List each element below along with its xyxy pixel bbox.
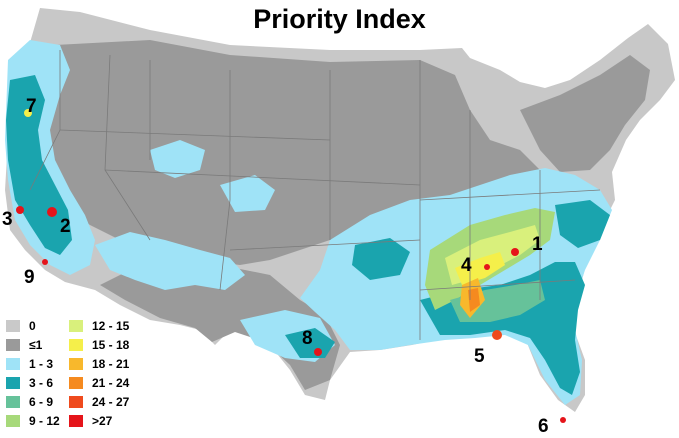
legend-item: 12 - 15: [69, 319, 129, 333]
legend-item: >27: [69, 414, 112, 428]
legend-item: 6 - 9: [6, 395, 53, 409]
legend-label: 15 - 18: [92, 338, 130, 352]
region-label-5: 5: [474, 346, 485, 367]
legend-label: ≤1: [29, 338, 43, 352]
legend-swatch: [6, 339, 20, 351]
hotspot-5: [492, 330, 502, 340]
region-label-9: 9: [24, 267, 35, 288]
legend-label: 1 - 3: [29, 357, 54, 371]
legend-item: 15 - 18: [69, 338, 129, 352]
legend-swatch: [69, 396, 83, 408]
legend-item: 18 - 21: [69, 357, 129, 371]
legend-item: ≤1: [6, 338, 42, 352]
legend-item: 3 - 6: [6, 376, 53, 390]
legend-label: 6 - 9: [29, 395, 54, 409]
hotspot-7: [24, 109, 32, 117]
hotspot-1: [511, 248, 519, 256]
index-3-6-texas-gulf: [285, 328, 335, 358]
legend-swatch: [6, 358, 20, 370]
legend-item: 21 - 24: [69, 376, 129, 390]
region-label-8: 8: [302, 328, 313, 349]
legend-label: 18 - 21: [92, 357, 130, 371]
hotspot-2: [47, 207, 57, 217]
legend-swatch: [69, 339, 83, 351]
region-label-2: 2: [60, 216, 71, 237]
legend-label: 9 - 12: [29, 414, 60, 428]
index-21-24-patch: [468, 288, 480, 312]
index-15-18-patch: [455, 252, 505, 285]
region-label-1: 1: [532, 234, 543, 255]
region-label-6: 6: [538, 416, 549, 437]
index-1-3-patch-idaho: [150, 140, 205, 178]
legend-swatch: [69, 377, 83, 389]
legend-swatch: [69, 415, 83, 427]
le1-region-northeast: [520, 55, 650, 172]
region-label-3: 3: [2, 209, 13, 230]
legend-label: 24 - 27: [92, 395, 130, 409]
legend-item: 24 - 27: [69, 395, 129, 409]
legend-swatch: [6, 415, 20, 427]
legend-item: 1 - 3: [6, 357, 53, 371]
legend-label: 3 - 6: [29, 376, 54, 390]
legend-swatch: [69, 320, 83, 332]
index-1-3-southwest: [95, 232, 245, 290]
legend-swatch: [6, 396, 20, 408]
legend-label: 21 - 24: [92, 376, 130, 390]
hotspot-4: [484, 264, 490, 270]
region-labels: 1 2 3 4 5 6 7 8 9: [2, 96, 549, 437]
state-borders: [29, 50, 601, 340]
region-label-7: 7: [26, 96, 37, 117]
legend-swatch: [69, 358, 83, 370]
legend-label: 12 - 15: [92, 319, 130, 333]
legend-label: 0: [29, 319, 36, 333]
legend-item: 0: [6, 319, 36, 333]
legend-swatch: [6, 377, 20, 389]
index-3-6-carolinas: [555, 200, 610, 248]
legend-swatch: [6, 320, 20, 332]
index-1-3-patch-colorado: [220, 175, 275, 212]
le1-region-south: [100, 255, 340, 390]
hotspot-9: [42, 259, 48, 265]
legend-label: >27: [92, 414, 113, 428]
hotspot-8: [314, 348, 322, 356]
hotspot-6: [560, 417, 566, 423]
hotspot-3: [16, 206, 24, 214]
map-title: Priority Index: [253, 4, 426, 34]
region-label-4: 4: [461, 255, 472, 276]
legend-item: 9 - 12: [6, 414, 60, 428]
index-3-6-arkansas: [352, 238, 410, 280]
